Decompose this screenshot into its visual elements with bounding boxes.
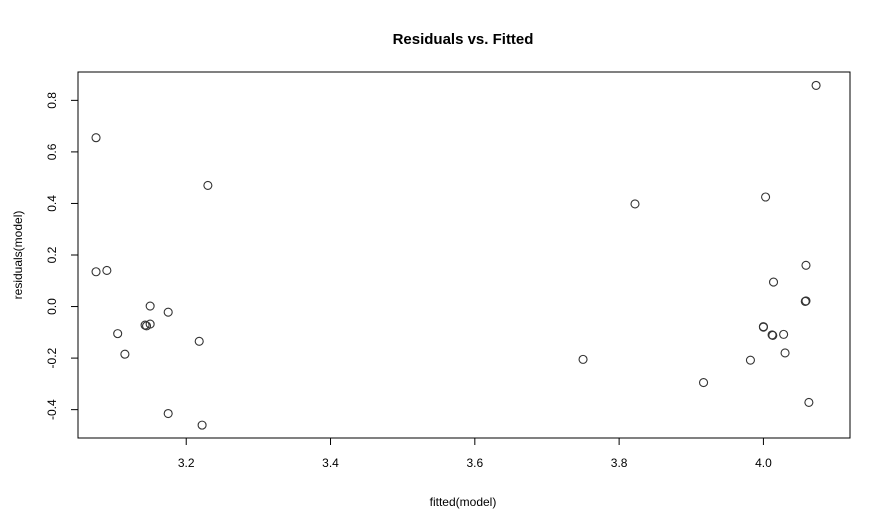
y-tick-label: -0.4 (45, 399, 59, 420)
data-point (779, 329, 789, 339)
data-point (194, 336, 204, 346)
data-point (745, 355, 755, 365)
y-tick-label: 0.0 (45, 298, 59, 315)
plot-frame (77, 71, 851, 439)
x-tick-label: 3.2 (178, 456, 195, 470)
data-point (698, 378, 709, 388)
data-points (91, 80, 821, 430)
data-point (804, 397, 814, 407)
data-point (120, 349, 130, 359)
x-tick-label: 3.6 (466, 456, 483, 470)
data-point (145, 319, 155, 329)
x-axis: 3.2 3.4 3.6 3.8 4.0 (178, 438, 772, 470)
data-point (163, 408, 173, 419)
data-point (91, 133, 101, 143)
data-point (102, 265, 112, 276)
data-point (758, 322, 768, 332)
y-tick-label: -0.2 (45, 347, 59, 368)
y-tick-label: 0.8 (45, 92, 59, 109)
y-axis: -0.4 -0.2 0.0 0.2 0.4 0.6 0.8 (45, 92, 78, 420)
x-tick-label: 3.4 (322, 456, 339, 470)
x-tick-label: 4.0 (755, 456, 772, 470)
data-point (811, 80, 821, 90)
data-point (197, 420, 207, 430)
data-point (578, 354, 588, 364)
data-point (113, 329, 123, 339)
data-point (140, 320, 150, 330)
y-tick-label: 0.2 (45, 246, 59, 263)
data-point (630, 199, 640, 209)
data-point (761, 192, 771, 202)
data-point (145, 301, 155, 311)
chart-title: Residuals vs. Fitted (393, 31, 534, 48)
data-point (768, 277, 779, 287)
data-point (203, 180, 213, 190)
x-tick-label: 3.8 (611, 456, 628, 470)
data-point (163, 307, 173, 317)
y-tick-label: 0.4 (45, 195, 59, 212)
data-point (801, 296, 811, 306)
y-tick-label: 0.6 (45, 143, 59, 160)
y-axis-label: residuals(model) (11, 211, 25, 300)
data-point (91, 267, 101, 277)
x-axis-label: fitted(model) (430, 495, 497, 509)
data-point (768, 330, 778, 340)
data-point (780, 348, 790, 358)
data-point (801, 260, 811, 270)
